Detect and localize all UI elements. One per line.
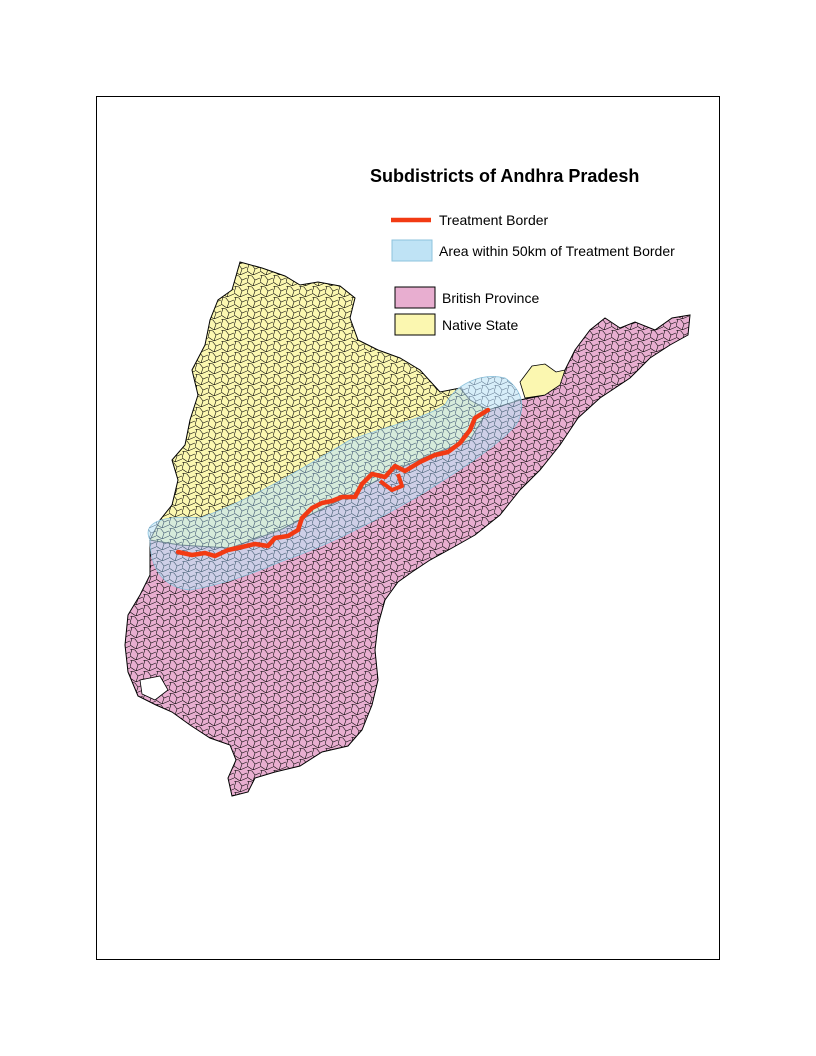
native-state-enclave (519, 363, 566, 399)
legend-british-province-swatch (394, 286, 436, 309)
legend-native-state-swatch (394, 313, 436, 336)
legend-buffer-area-swatch (391, 239, 433, 262)
legend-label-native-state: Native State (442, 317, 519, 333)
map-title: Subdistricts of Andhra Pradesh (370, 166, 640, 186)
legend-label-treatment-border: Treatment Border (439, 212, 549, 228)
legend-label-british-province: British Province (442, 290, 540, 306)
map-frame (96, 96, 720, 960)
treatment-border-line (175, 407, 491, 559)
legend-label-buffer-area: Area within 50km of Treatment Border (439, 243, 675, 259)
